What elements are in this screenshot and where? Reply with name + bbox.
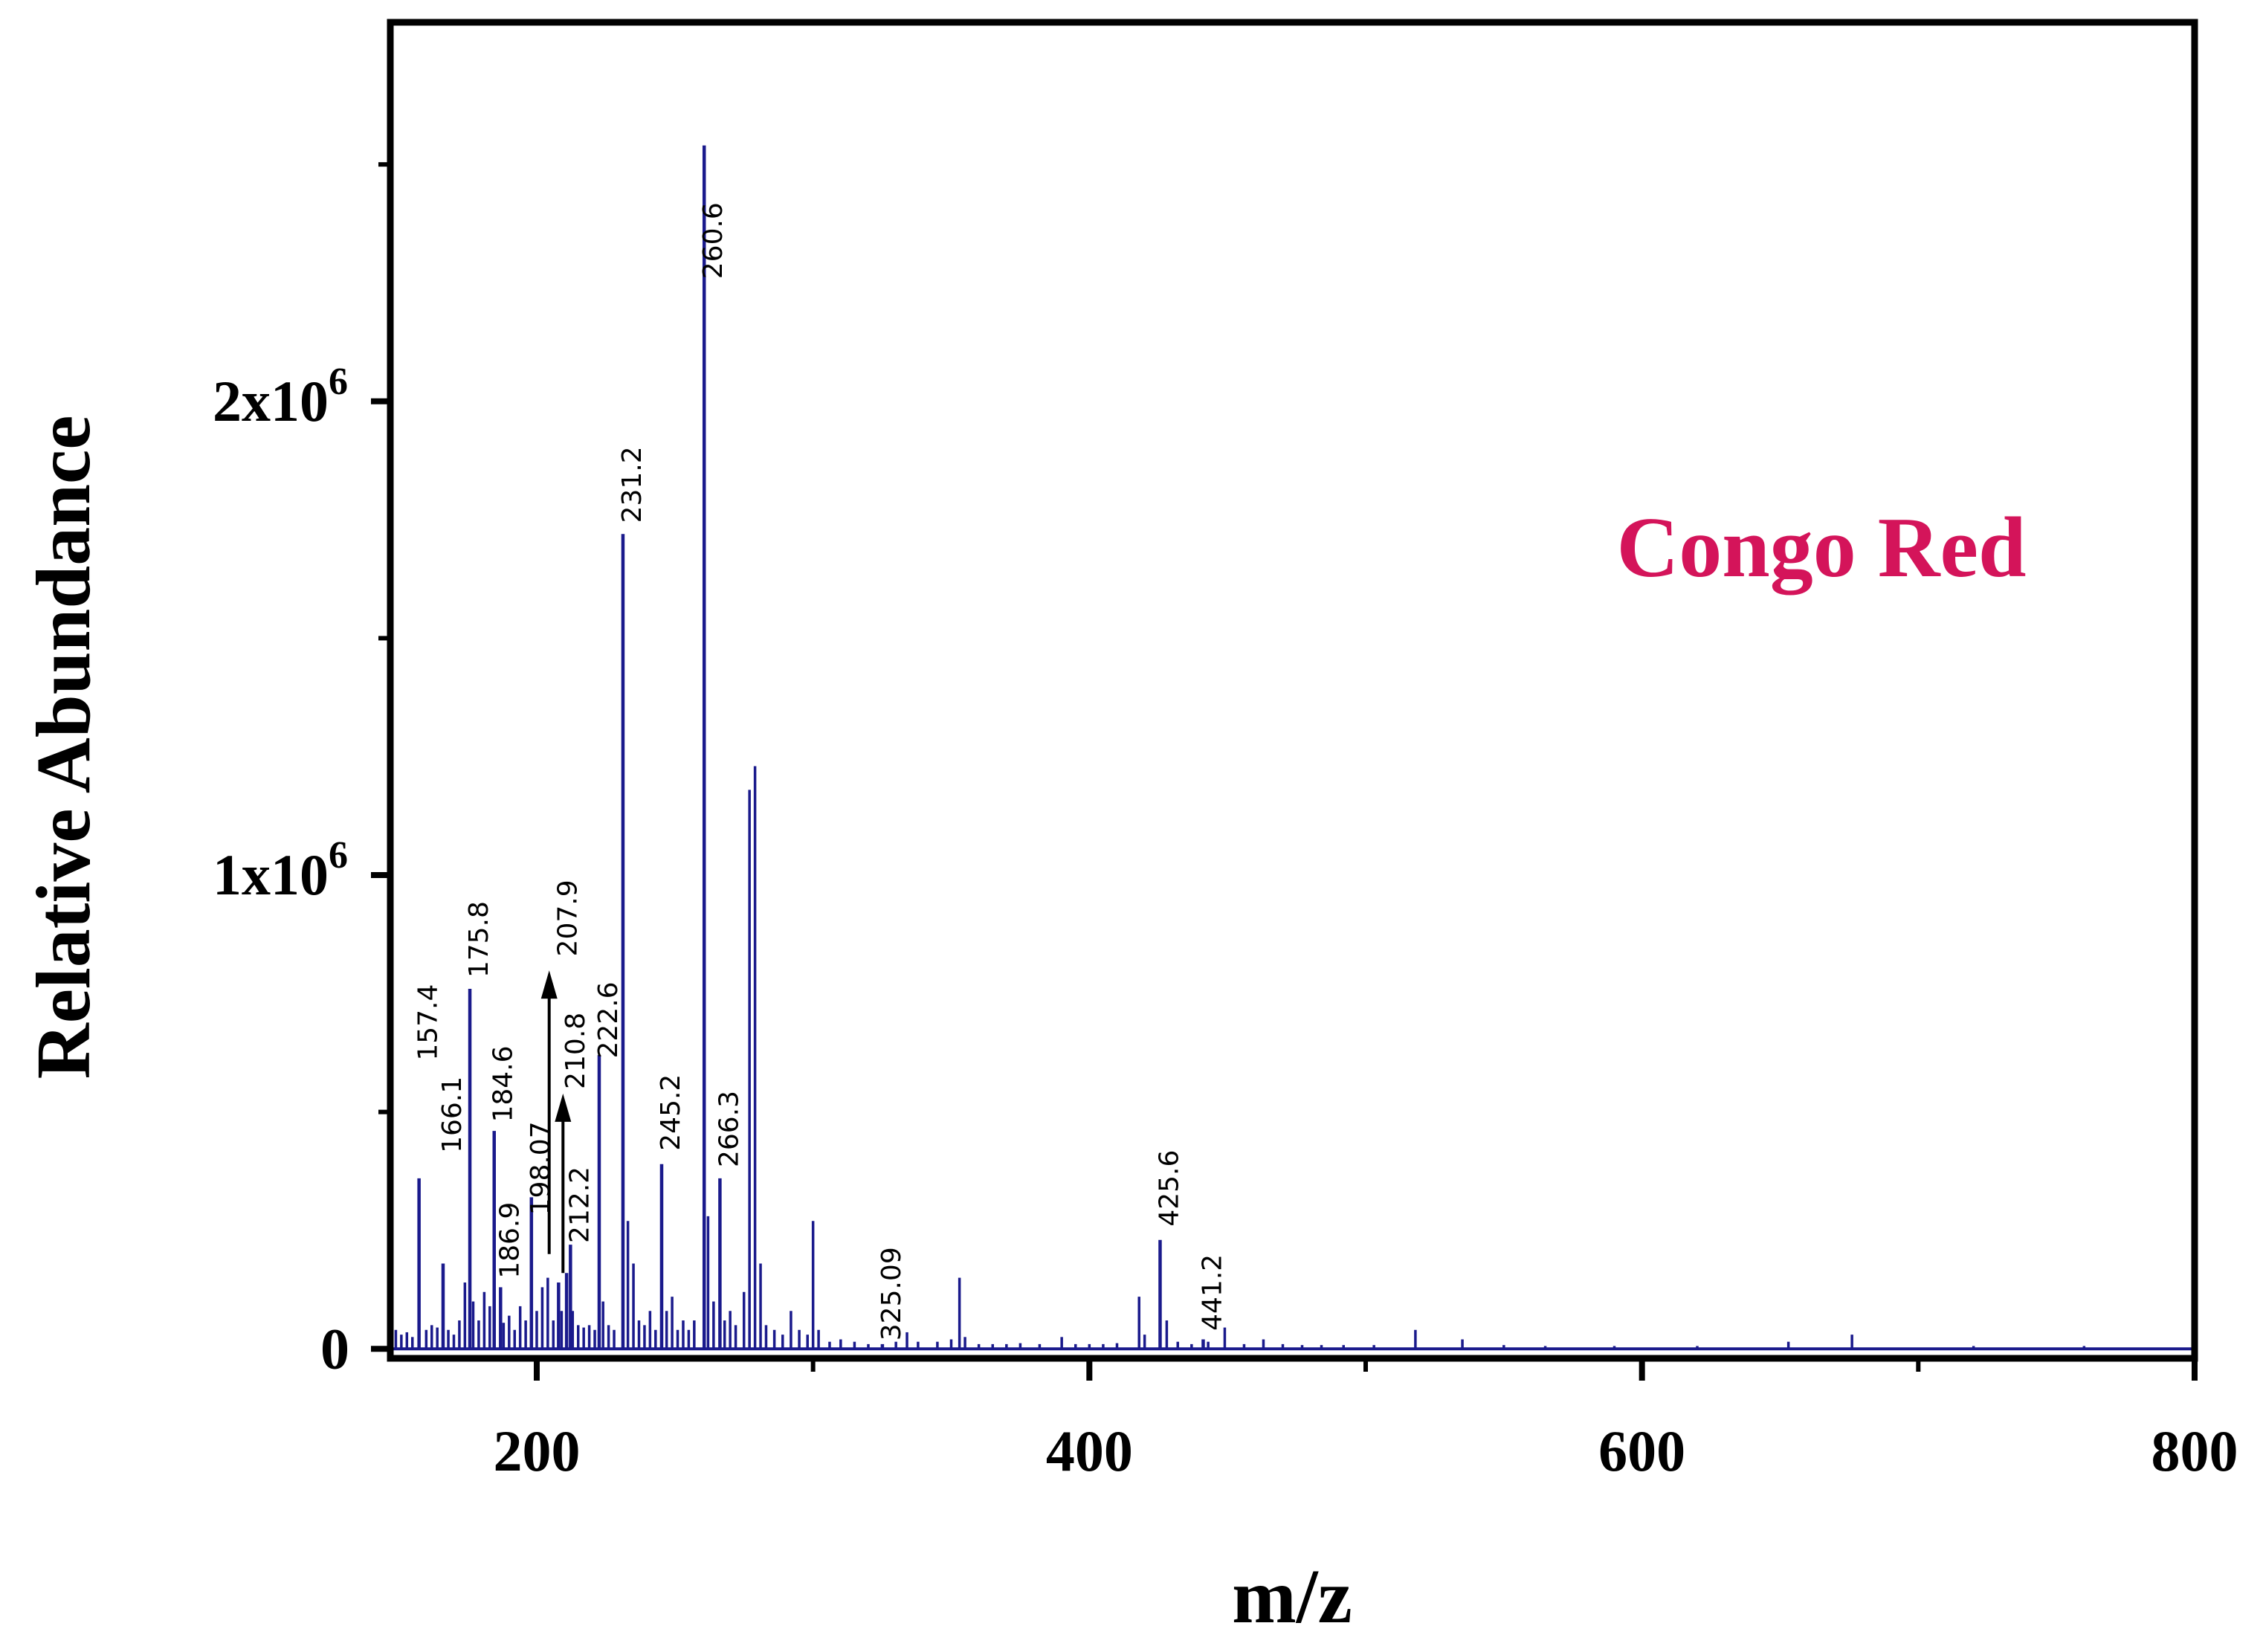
- peak-label: 207.9: [552, 880, 583, 956]
- peaks-layer: [390, 145, 2195, 1351]
- x-axis-title: m/z: [1232, 1554, 1352, 1639]
- peak-label: 166.1: [437, 1077, 468, 1153]
- x-tick-label: 200: [493, 1419, 580, 1483]
- plot-frame: [387, 19, 2198, 1362]
- x-tick-label: 800: [2151, 1419, 2238, 1483]
- x-tick-label: 400: [1046, 1419, 1133, 1483]
- peak-label: 198.07: [526, 1121, 556, 1215]
- arrow-head: [540, 970, 558, 999]
- x-tick-label: 600: [1598, 1419, 1685, 1483]
- peak-label: 184.6: [488, 1045, 519, 1122]
- y-axis-title: Relative Abundance: [21, 416, 106, 1080]
- compound-annotation: Congo Red: [1616, 500, 2026, 596]
- peak-label: 266.3: [714, 1091, 744, 1167]
- peak-label: 325.09: [877, 1247, 907, 1340]
- peak-label: 212.2: [564, 1167, 595, 1243]
- peak-label: 210.8: [561, 1013, 591, 1089]
- arrow-head: [555, 1093, 572, 1122]
- peak-label: 231.2: [617, 446, 648, 523]
- peak-label: 175.8: [464, 901, 494, 978]
- peak-label: 260.6: [698, 202, 729, 279]
- arrows-layer: [540, 970, 572, 1274]
- peak-label: 425.6: [1154, 1150, 1184, 1227]
- peak-label: 222.6: [593, 981, 624, 1058]
- peak-label: 245.2: [656, 1074, 686, 1151]
- y-tick-label: 2x106: [213, 361, 348, 433]
- ticks-layer: 0 1x106 2x106 200 400 600 800: [213, 162, 2238, 1483]
- peak-label: 186.9: [494, 1202, 525, 1279]
- y-tick-label: 1x106: [213, 834, 348, 907]
- peak-label: 441.2: [1197, 1254, 1227, 1331]
- y-tick-label: 0: [320, 1316, 349, 1381]
- peak-label: 157.4: [413, 984, 444, 1061]
